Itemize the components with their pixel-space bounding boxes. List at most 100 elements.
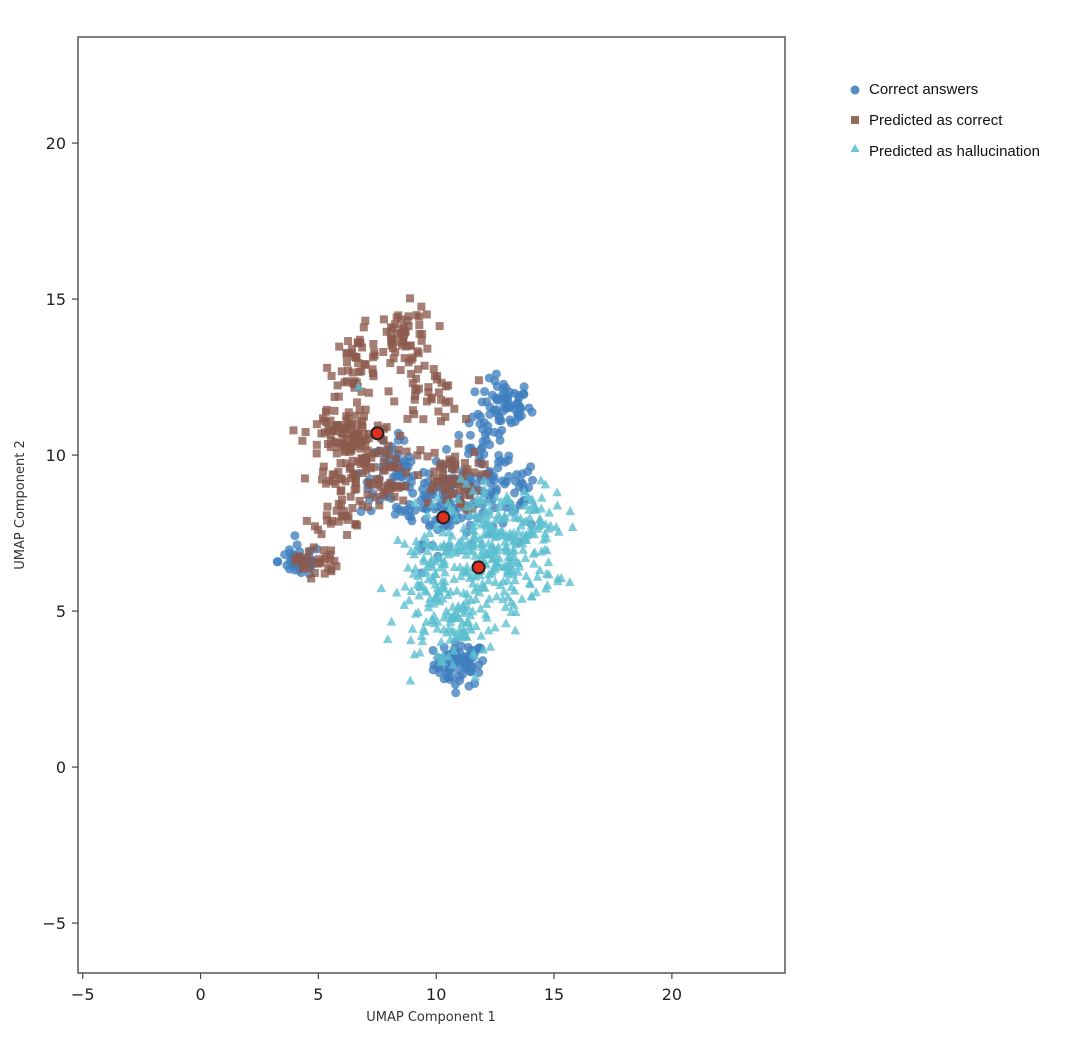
point-predicted-correct bbox=[351, 411, 360, 420]
point-predicted-hallucination bbox=[482, 547, 493, 557]
point-correct-answer bbox=[528, 475, 538, 485]
point-predicted-correct bbox=[322, 405, 331, 414]
point-predicted-correct bbox=[341, 477, 350, 486]
point-predicted-correct bbox=[330, 406, 339, 415]
point-predicted-correct bbox=[358, 468, 367, 477]
point-predicted-correct bbox=[334, 467, 343, 476]
point-predicted-hallucination bbox=[467, 546, 478, 556]
point-predicted-correct bbox=[343, 515, 352, 524]
x-tick-label: 20 bbox=[662, 985, 682, 1004]
point-predicted-hallucination bbox=[428, 598, 439, 608]
point-predicted-correct bbox=[342, 377, 351, 386]
point-correct-answer bbox=[478, 656, 488, 666]
point-predicted-correct bbox=[302, 553, 311, 562]
point-predicted-hallucination bbox=[421, 616, 431, 626]
point-predicted-correct bbox=[450, 474, 459, 483]
point-correct-answer bbox=[496, 416, 506, 426]
point-predicted-hallucination bbox=[422, 546, 433, 556]
point-predicted-hallucination bbox=[567, 521, 578, 531]
point-predicted-correct bbox=[342, 459, 351, 468]
point-predicted-hallucination bbox=[552, 500, 563, 510]
legend-label-correct: Correct answers bbox=[869, 81, 978, 98]
point-predicted-hallucination bbox=[477, 493, 488, 503]
point-predicted-correct bbox=[412, 386, 421, 395]
point-predicted-correct bbox=[389, 354, 398, 363]
point-predicted-correct bbox=[289, 426, 298, 435]
point-predicted-correct bbox=[347, 474, 356, 483]
point-predicted-correct bbox=[362, 435, 371, 444]
point-predicted-hallucination bbox=[543, 523, 554, 533]
point-predicted-correct bbox=[330, 392, 339, 401]
point-predicted-correct bbox=[408, 353, 417, 362]
point-predicted-hallucination bbox=[471, 620, 481, 630]
point-predicted-hallucination bbox=[422, 509, 433, 519]
point-predicted-hallucination bbox=[470, 671, 481, 681]
point-correct-answer bbox=[441, 444, 451, 454]
point-predicted-hallucination bbox=[503, 551, 514, 561]
point-predicted-correct bbox=[372, 449, 381, 458]
point-correct-answer bbox=[505, 415, 515, 425]
point-predicted-hallucination bbox=[505, 566, 515, 576]
point-predicted-correct bbox=[408, 406, 417, 415]
point-predicted-correct bbox=[302, 516, 311, 525]
y-tick-label: 5 bbox=[56, 602, 66, 621]
point-predicted-hallucination bbox=[404, 595, 414, 605]
point-predicted-correct bbox=[396, 366, 405, 375]
point-predicted-correct bbox=[318, 414, 327, 423]
x-tick-label: 15 bbox=[544, 985, 564, 1004]
point-predicted-hallucination bbox=[382, 634, 393, 644]
point-predicted-correct bbox=[430, 467, 439, 476]
legend-item-predicted-correct: Predicted as correct bbox=[851, 112, 1003, 129]
point-correct-answer bbox=[501, 383, 511, 393]
y-axis-label: UMAP Component 2 bbox=[13, 440, 28, 569]
point-correct-answer bbox=[499, 399, 509, 409]
point-predicted-hallucination bbox=[450, 632, 461, 642]
point-predicted-correct bbox=[336, 474, 345, 483]
point-predicted-correct bbox=[392, 455, 401, 464]
point-predicted-hallucination bbox=[474, 587, 485, 597]
point-predicted-correct bbox=[470, 448, 479, 457]
point-predicted-hallucination bbox=[490, 577, 501, 587]
point-correct-answer bbox=[445, 521, 455, 531]
point-predicted-hallucination bbox=[414, 590, 424, 600]
point-correct-answer bbox=[475, 412, 485, 422]
point-predicted-correct bbox=[355, 439, 364, 448]
point-predicted-correct bbox=[414, 365, 423, 374]
point-predicted-correct bbox=[358, 501, 367, 510]
point-predicted-correct bbox=[320, 555, 329, 564]
point-predicted-hallucination bbox=[505, 528, 515, 538]
point-predicted-correct bbox=[360, 459, 369, 468]
legend-item-correct: Correct answers bbox=[850, 81, 978, 98]
point-predicted-correct bbox=[415, 320, 424, 329]
point-correct-answer bbox=[526, 462, 536, 472]
point-predicted-correct bbox=[399, 496, 408, 505]
point-predicted-correct bbox=[396, 482, 405, 491]
point-predicted-correct bbox=[364, 478, 373, 487]
point-predicted-hallucination bbox=[400, 581, 411, 591]
point-correct-answer bbox=[464, 681, 474, 691]
point-predicted-hallucination bbox=[489, 543, 499, 553]
point-predicted-correct bbox=[333, 423, 342, 432]
point-predicted-correct bbox=[304, 547, 313, 556]
point-predicted-correct bbox=[361, 316, 370, 325]
point-correct-answer bbox=[513, 410, 523, 420]
highlighted-point bbox=[436, 510, 451, 525]
point-predicted-hallucination bbox=[480, 609, 491, 619]
point-predicted-hallucination bbox=[521, 571, 531, 581]
point-predicted-correct bbox=[472, 486, 481, 495]
point-predicted-correct bbox=[429, 365, 438, 374]
point-predicted-hallucination bbox=[440, 567, 450, 577]
point-predicted-hallucination bbox=[476, 630, 487, 640]
point-predicted-hallucination bbox=[430, 568, 441, 578]
point-predicted-correct bbox=[332, 449, 341, 458]
point-correct-answer bbox=[443, 672, 453, 682]
point-predicted-correct bbox=[366, 464, 375, 473]
point-predicted-correct bbox=[352, 353, 361, 362]
point-predicted-hallucination bbox=[476, 519, 487, 529]
point-predicted-correct bbox=[350, 377, 359, 386]
point-predicted-hallucination bbox=[475, 603, 486, 613]
point-predicted-hallucination bbox=[499, 586, 509, 596]
point-correct-answer bbox=[468, 412, 478, 422]
point-predicted-hallucination bbox=[535, 514, 545, 524]
point-predicted-hallucination bbox=[508, 599, 519, 609]
